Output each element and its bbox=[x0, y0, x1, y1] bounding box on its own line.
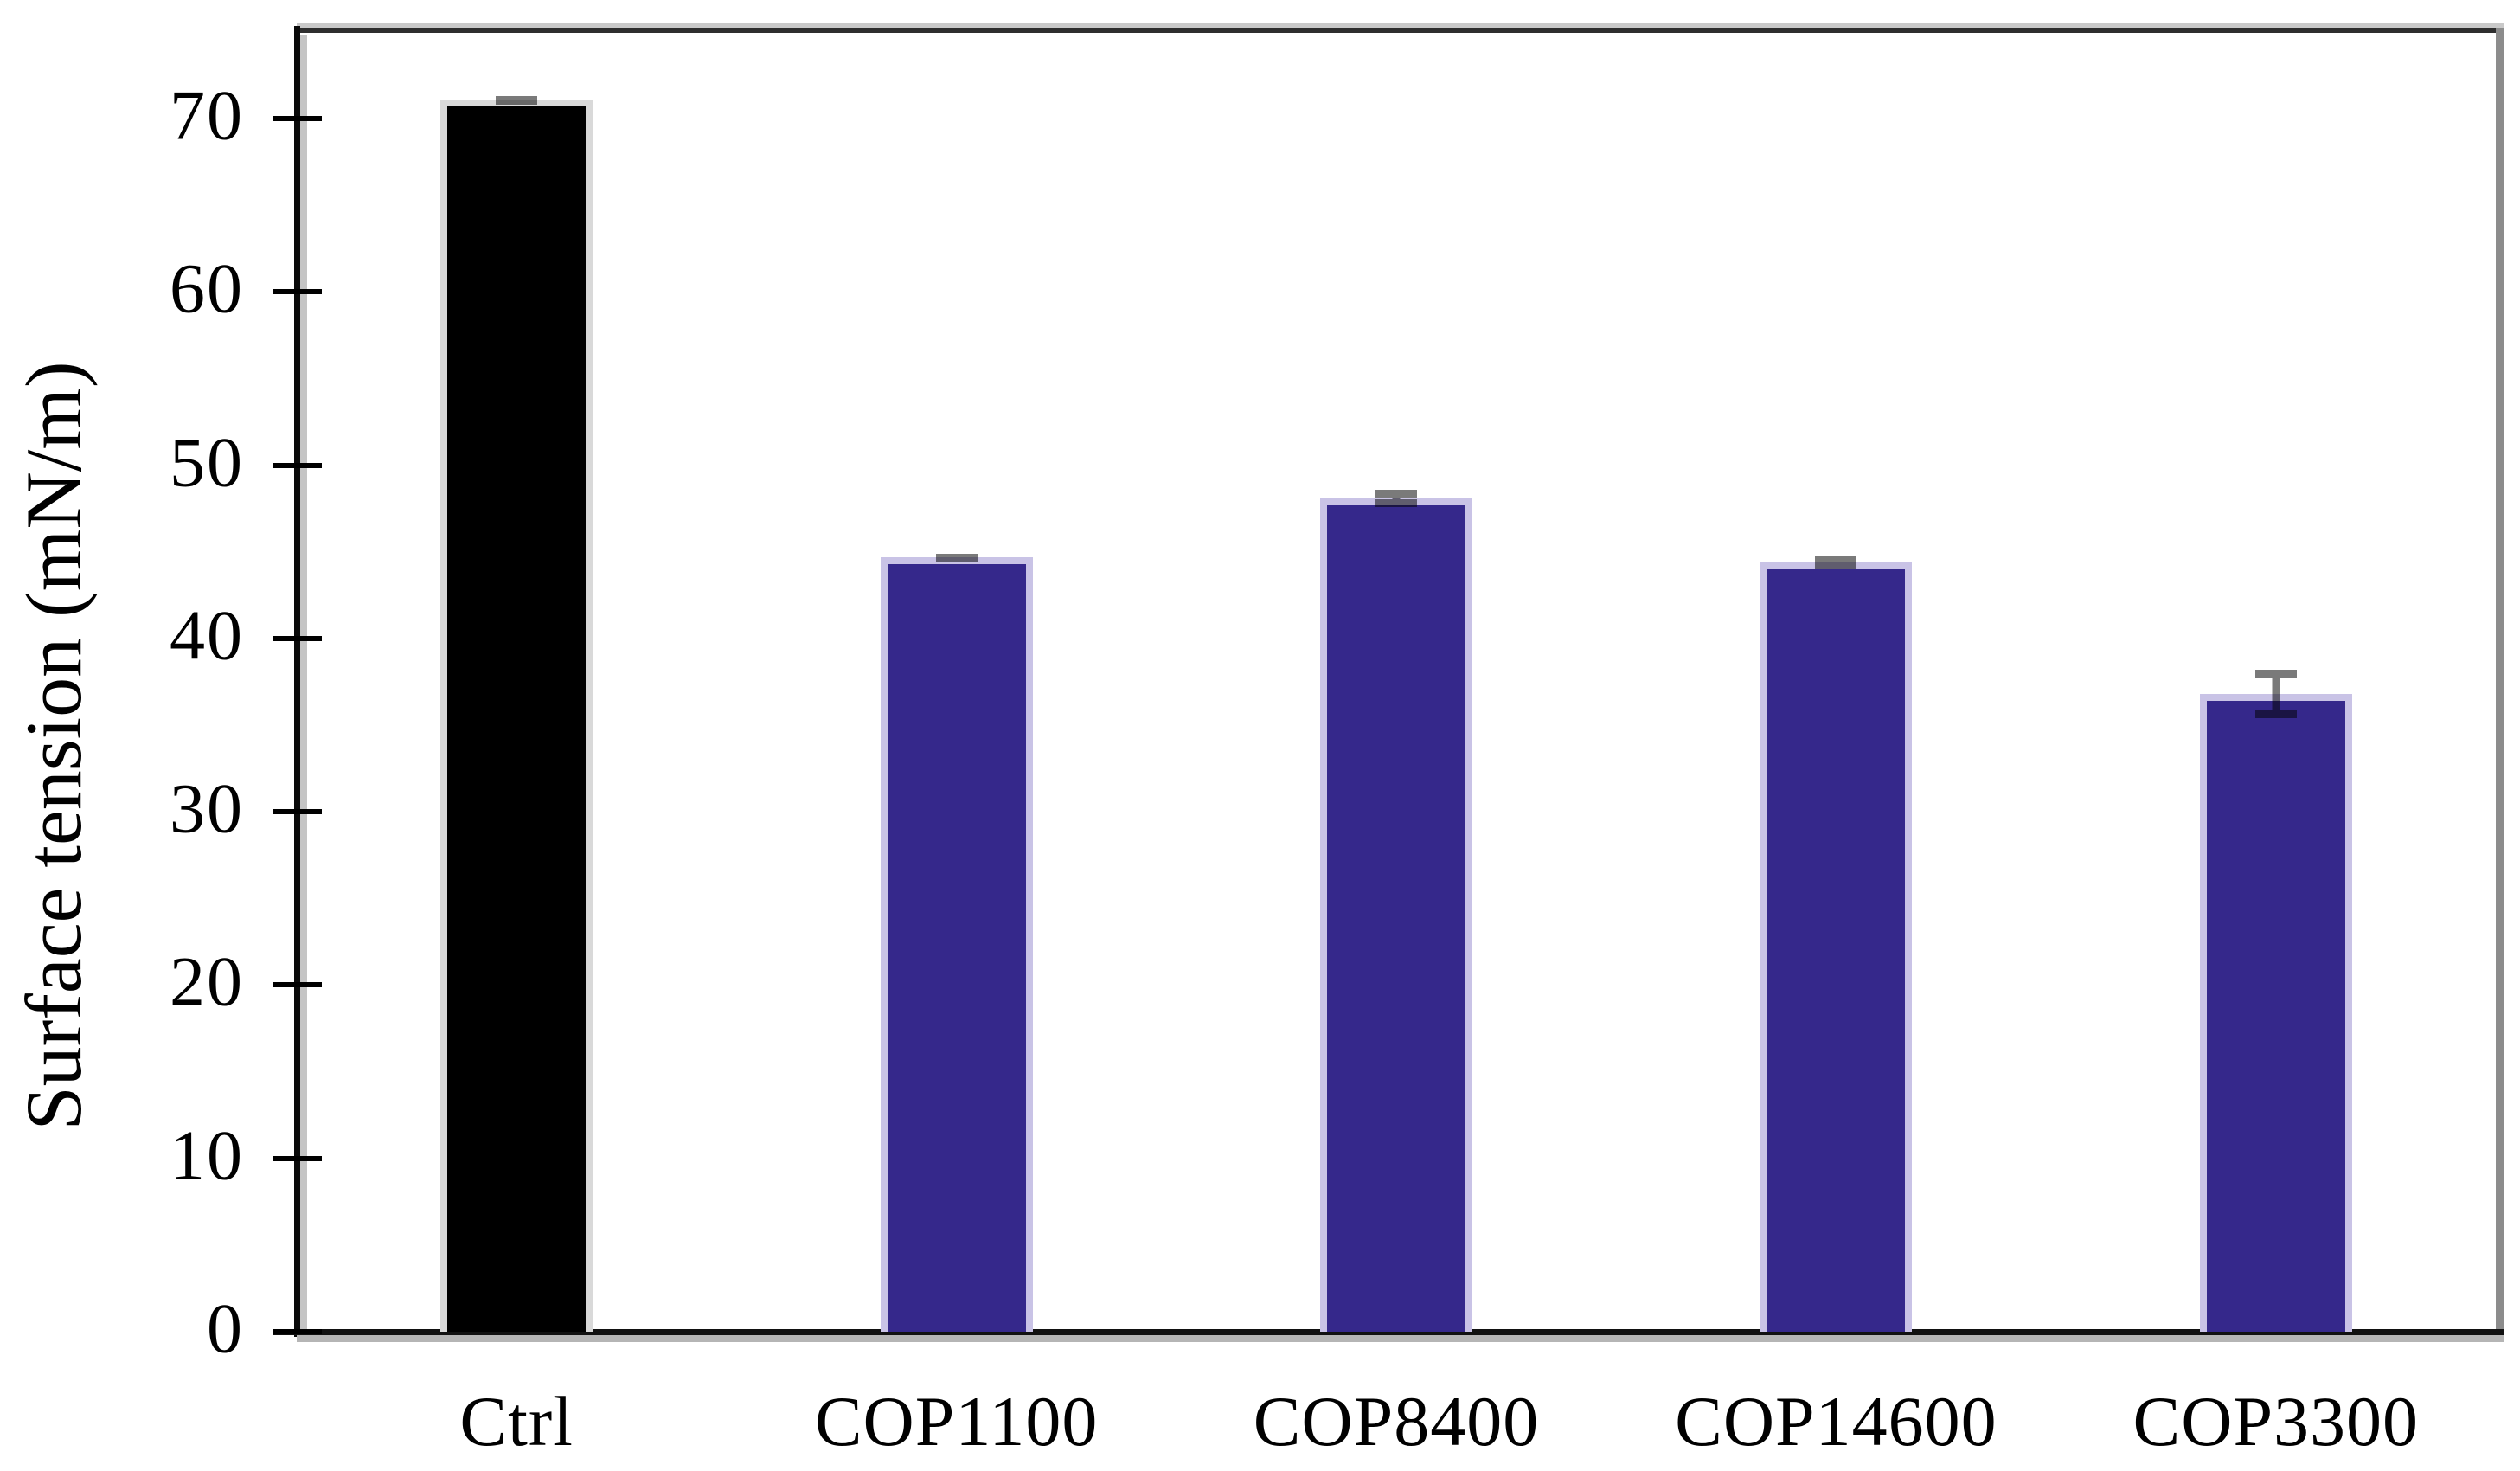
x-label-cop8400: COP8400 bbox=[1253, 1382, 1540, 1461]
error-bar-cop8400 bbox=[1375, 489, 1417, 507]
y-tick-label: 70 bbox=[170, 75, 244, 155]
y-tick-mark bbox=[273, 116, 322, 122]
y-tick-mark bbox=[273, 289, 322, 295]
y-tick-label: 20 bbox=[170, 942, 244, 1022]
y-axis-shadow bbox=[300, 35, 307, 1335]
bar-cop14600 bbox=[1760, 562, 1913, 1332]
y-tick-mark bbox=[273, 982, 322, 988]
x-label-ctrl: Ctrl bbox=[459, 1382, 574, 1461]
error-bar-stem bbox=[1831, 558, 1840, 566]
y-tick-label: 50 bbox=[170, 422, 244, 502]
plot-top-border-highlight bbox=[297, 23, 2504, 28]
x-label-cop14600: COP14600 bbox=[1675, 1382, 1997, 1461]
x-axis-shadow bbox=[297, 1335, 2504, 1342]
y-tick-mark bbox=[273, 1329, 322, 1334]
y-tick-label: 30 bbox=[170, 768, 244, 848]
bar-cop3300 bbox=[2199, 694, 2352, 1332]
bar-ctrl bbox=[440, 100, 593, 1332]
plot-right-border bbox=[2496, 28, 2504, 1337]
y-tick-label: 40 bbox=[170, 595, 244, 675]
y-tick-label: 0 bbox=[207, 1288, 244, 1368]
y-tick-mark bbox=[273, 1155, 322, 1161]
bar-cop1100 bbox=[880, 556, 1033, 1332]
plot-top-border bbox=[297, 28, 2504, 33]
error-bar-cop1100 bbox=[935, 553, 978, 562]
y-tick-mark bbox=[273, 635, 322, 641]
error-bar-stem bbox=[1392, 492, 1401, 504]
error-bar-ctrl bbox=[496, 96, 538, 106]
y-tick-mark bbox=[273, 809, 322, 815]
x-label-cop1100: COP1100 bbox=[814, 1382, 1099, 1461]
error-bar-stem bbox=[952, 556, 961, 559]
error-bar-cop3300 bbox=[2254, 669, 2297, 719]
x-axis-line bbox=[273, 1329, 2504, 1335]
x-label-cop3300: COP3300 bbox=[2132, 1382, 2420, 1461]
error-bar-cop14600 bbox=[1815, 555, 1857, 569]
y-tick-mark bbox=[273, 462, 322, 468]
y-axis-title: Surface tension (mN/m) bbox=[10, 361, 98, 1131]
error-bar-stem bbox=[2272, 672, 2280, 716]
error-bar-stem bbox=[512, 100, 521, 102]
y-axis-line bbox=[294, 26, 300, 1337]
y-tick-label: 60 bbox=[170, 249, 244, 329]
bar-cop8400 bbox=[1320, 498, 1472, 1332]
y-tick-label: 10 bbox=[170, 1115, 244, 1195]
